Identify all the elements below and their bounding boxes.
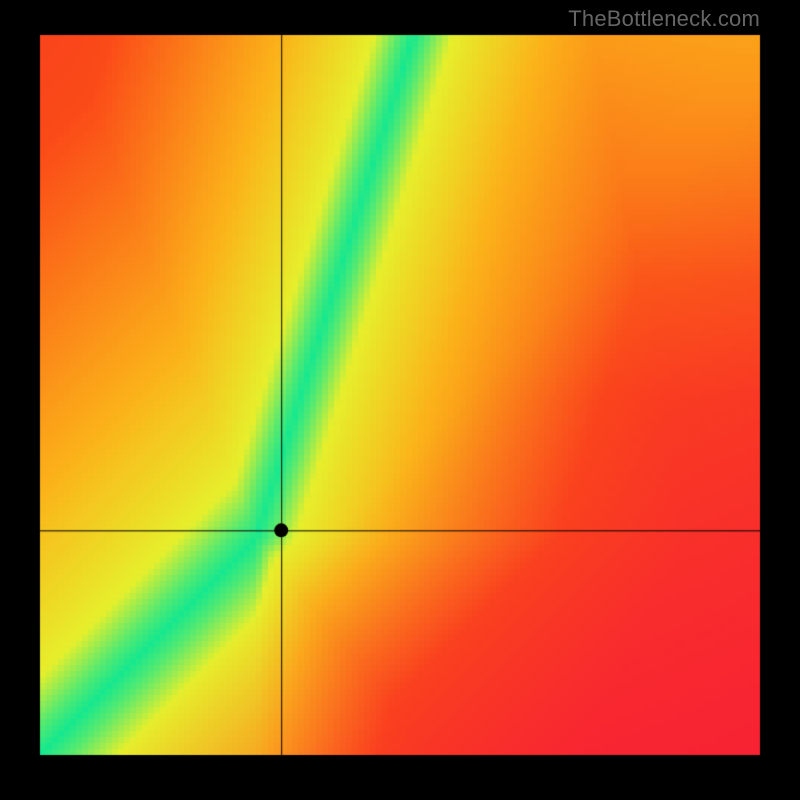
heatmap-canvas xyxy=(0,0,800,800)
chart-container: TheBottleneck.com xyxy=(0,0,800,800)
watermark-text: TheBottleneck.com xyxy=(568,6,760,32)
